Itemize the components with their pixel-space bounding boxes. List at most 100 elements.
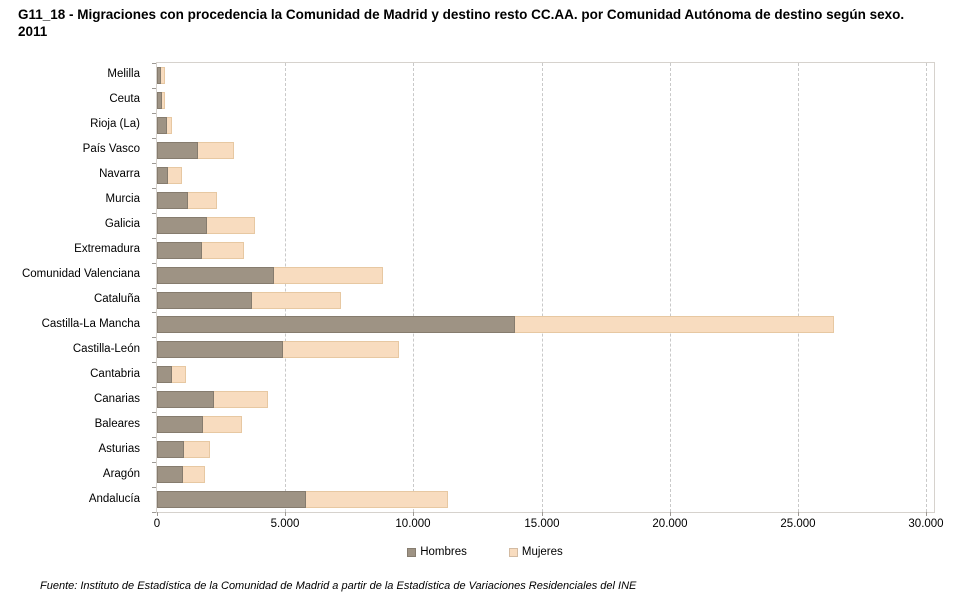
- y-axis-tick: [152, 487, 156, 488]
- legend-label-hombres: Hombres: [420, 546, 467, 558]
- y-axis-tick: [152, 263, 156, 264]
- bar-segment-hombres-navarra: [157, 167, 168, 184]
- category-label-galicia: Galicia: [104, 218, 140, 231]
- bar-segment-hombres-catalu-a: [157, 292, 252, 309]
- x-axis-tick-label: 30.000: [908, 518, 944, 530]
- x-axis-tick: [413, 512, 414, 516]
- y-axis-tick: [152, 138, 156, 139]
- y-axis-category-labels: Melilla Ceuta Rioja (La) País Vasco Navarra M…: [0, 62, 148, 513]
- bar-row-baleares: [157, 416, 242, 433]
- x-axis-tick: [157, 512, 158, 516]
- bar-segment-mujeres-cantabria: [172, 366, 186, 383]
- bar-segment-hombres-murcia: [157, 192, 188, 209]
- category-label-canarias: Canarias: [93, 392, 140, 405]
- bar-segment-hombres-comunidad-valenciana: [157, 267, 274, 284]
- y-axis-tick: [152, 337, 156, 338]
- bar-segment-hombres-asturias: [157, 441, 184, 458]
- bar-segment-hombres-andaluc-a: [157, 491, 306, 508]
- bar-row-rioja-la: [157, 117, 172, 134]
- bar-segment-hombres-melilla: [157, 67, 161, 84]
- x-axis-tick: [798, 512, 799, 516]
- bar-segment-mujeres-canarias: [214, 391, 268, 408]
- category-label-catalu-a: Cataluña: [93, 292, 140, 305]
- bar-segment-hombres-rioja-la: [157, 117, 167, 134]
- x-axis-tick-labels: 0 5.000 10.000 15.000 20.000 25.000 30.000: [154, 518, 944, 534]
- gridline: [670, 63, 671, 512]
- bar-row-canarias: [157, 391, 268, 408]
- gridline: [413, 63, 414, 512]
- y-axis-tick: [152, 113, 156, 114]
- bar-segment-mujeres-galicia: [207, 217, 255, 234]
- y-axis-tick: [152, 462, 156, 463]
- y-axis-tick: [152, 213, 156, 214]
- gridline: [926, 63, 927, 512]
- category-label-cantabria: Cantabria: [90, 367, 140, 380]
- bar-segment-hombres-cantabria: [157, 366, 172, 383]
- bar-segment-hombres-extremadura: [157, 242, 202, 259]
- bar-segment-mujeres-catalu-a: [252, 292, 341, 309]
- category-label-rioja-la: Rioja (La): [90, 118, 140, 131]
- category-label-pa-s-vasco: País Vasco: [82, 143, 140, 156]
- y-axis-tick: [152, 512, 156, 513]
- gridline: [285, 63, 286, 512]
- bar-row-extremadura: [157, 242, 244, 259]
- plot-area: [152, 62, 935, 516]
- bar-row-castilla-la-mancha: [157, 316, 834, 333]
- x-axis-tick-label: 0: [153, 518, 161, 530]
- bar-segment-mujeres-navarra: [168, 167, 182, 184]
- bar-row-catalu-a: [157, 292, 341, 309]
- bar-segment-hombres-pa-s-vasco: [157, 142, 198, 159]
- x-axis-tick-label: 10.000: [395, 518, 431, 530]
- x-axis-tick-label: 25.000: [780, 518, 816, 530]
- y-axis-tick: [152, 387, 156, 388]
- x-axis-tick: [542, 512, 543, 516]
- bar-segment-mujeres-extremadura: [202, 242, 244, 259]
- category-label-ceuta: Ceuta: [109, 93, 140, 106]
- bar-segment-mujeres-rioja-la: [167, 117, 172, 134]
- category-label-comunidad-valenciana: Comunidad Valenciana: [21, 268, 140, 281]
- category-label-extremadura: Extremadura: [74, 243, 140, 256]
- bar-segment-mujeres-baleares: [203, 416, 242, 433]
- bar-row-castilla-le-n: [157, 341, 399, 358]
- category-label-andaluc-a: Andalucía: [88, 492, 140, 505]
- y-axis-tick: [152, 412, 156, 413]
- bar-segment-mujeres-castilla-la-mancha: [515, 316, 834, 333]
- legend-item-mujeres: Mujeres: [508, 546, 563, 558]
- legend-label-mujeres: Mujeres: [521, 546, 563, 558]
- category-label-asturias: Asturias: [98, 442, 140, 455]
- bar-row-andaluc-a: [157, 491, 448, 508]
- bar-segment-mujeres-pa-s-vasco: [198, 142, 234, 159]
- bar-row-navarra: [157, 167, 182, 184]
- x-axis-tick-label: 15.000: [524, 518, 560, 530]
- source-note: Fuente: Instituto de Estadística de la C…: [40, 580, 637, 592]
- bar-row-murcia: [157, 192, 217, 209]
- bar-segment-mujeres-ceuta: [162, 92, 165, 109]
- category-label-baleares: Baleares: [94, 417, 140, 430]
- y-axis-tick: [152, 288, 156, 289]
- bar-row-arag-n: [157, 466, 205, 483]
- category-label-melilla: Melilla: [107, 68, 140, 81]
- y-axis-tick: [152, 163, 156, 164]
- legend: Hombres Mujeres: [0, 546, 970, 558]
- bar-segment-hombres-castilla-le-n: [157, 341, 283, 358]
- bar-segment-hombres-ceuta: [157, 92, 162, 109]
- bar-segment-mujeres-melilla: [161, 67, 165, 84]
- gridline: [798, 63, 799, 512]
- bar-row-cantabria: [157, 366, 186, 383]
- category-label-arag-n: Aragón: [102, 467, 140, 480]
- bar-segment-mujeres-castilla-le-n: [283, 341, 399, 358]
- y-axis-tick: [152, 312, 156, 313]
- bar-segment-mujeres-arag-n: [183, 466, 205, 483]
- y-axis-tick: [152, 238, 156, 239]
- y-axis-tick: [152, 63, 156, 64]
- category-label-castilla-le-n: Castilla-León: [72, 342, 140, 355]
- chart-title: G11_18 - Migraciones con procedencia la …: [18, 7, 905, 39]
- bar-row-ceuta: [157, 92, 165, 109]
- x-axis-tick: [670, 512, 671, 516]
- x-axis-tick-label: 20.000: [652, 518, 688, 530]
- bar-row-comunidad-valenciana: [157, 267, 383, 284]
- bar-segment-mujeres-murcia: [188, 192, 217, 209]
- bar-segment-hombres-castilla-la-mancha: [157, 316, 515, 333]
- bar-segment-hombres-arag-n: [157, 466, 183, 483]
